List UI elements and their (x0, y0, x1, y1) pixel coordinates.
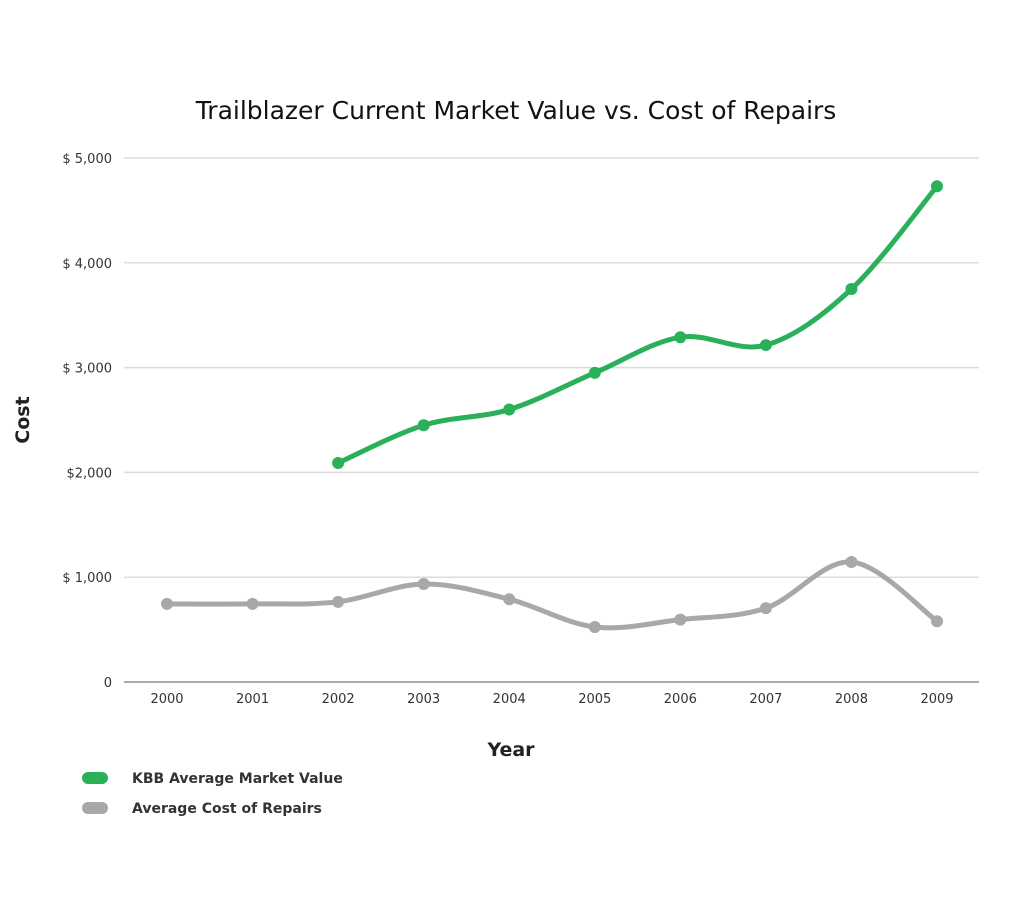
x-axis-label: Year (486, 739, 535, 761)
chart-title: Trailblazer Current Market Value vs. Cos… (195, 96, 837, 125)
y-tick-label: $ 3,000 (62, 362, 112, 377)
y-tick-label: $ 1,000 (62, 571, 112, 586)
x-tick-label: 2005 (578, 692, 611, 707)
data-point (674, 613, 687, 626)
series-line-1 (164, 559, 940, 631)
x-tick-label: 2006 (664, 692, 697, 707)
legend-label: Average Cost of Repairs (132, 801, 322, 817)
data-point (845, 556, 858, 569)
x-tick-label: 2001 (236, 692, 269, 707)
data-point (674, 331, 687, 344)
data-point (332, 456, 345, 469)
y-tick-label: $ 4,000 (62, 257, 112, 272)
y-tick-label: $2,000 (67, 466, 113, 481)
data-point (931, 180, 943, 193)
x-tick-label: 2000 (150, 692, 183, 707)
legend-label: KBB Average Market Value (132, 771, 343, 787)
data-point (759, 602, 772, 615)
data-point (759, 339, 772, 352)
x-tick-label: 2002 (322, 692, 355, 707)
x-tick-label: 2008 (835, 692, 868, 707)
data-point (931, 615, 943, 628)
data-point (417, 578, 430, 591)
y-tick-label: $ 5,000 (62, 152, 112, 167)
x-tick-label: 2004 (493, 692, 526, 707)
x-tick-label: 2007 (749, 692, 782, 707)
data-point (845, 283, 858, 295)
data-point (246, 597, 259, 610)
data-point (161, 597, 173, 610)
data-point (332, 595, 345, 608)
y-axis-label: Cost (12, 396, 34, 443)
x-tick-label: 2009 (920, 692, 953, 707)
data-point (588, 620, 601, 633)
data-point (503, 403, 516, 416)
data-point (417, 419, 430, 432)
data-point (588, 366, 601, 379)
x-tick-label: 2003 (407, 692, 440, 707)
data-point (503, 593, 516, 606)
y-tick-label: 0 (104, 676, 112, 691)
